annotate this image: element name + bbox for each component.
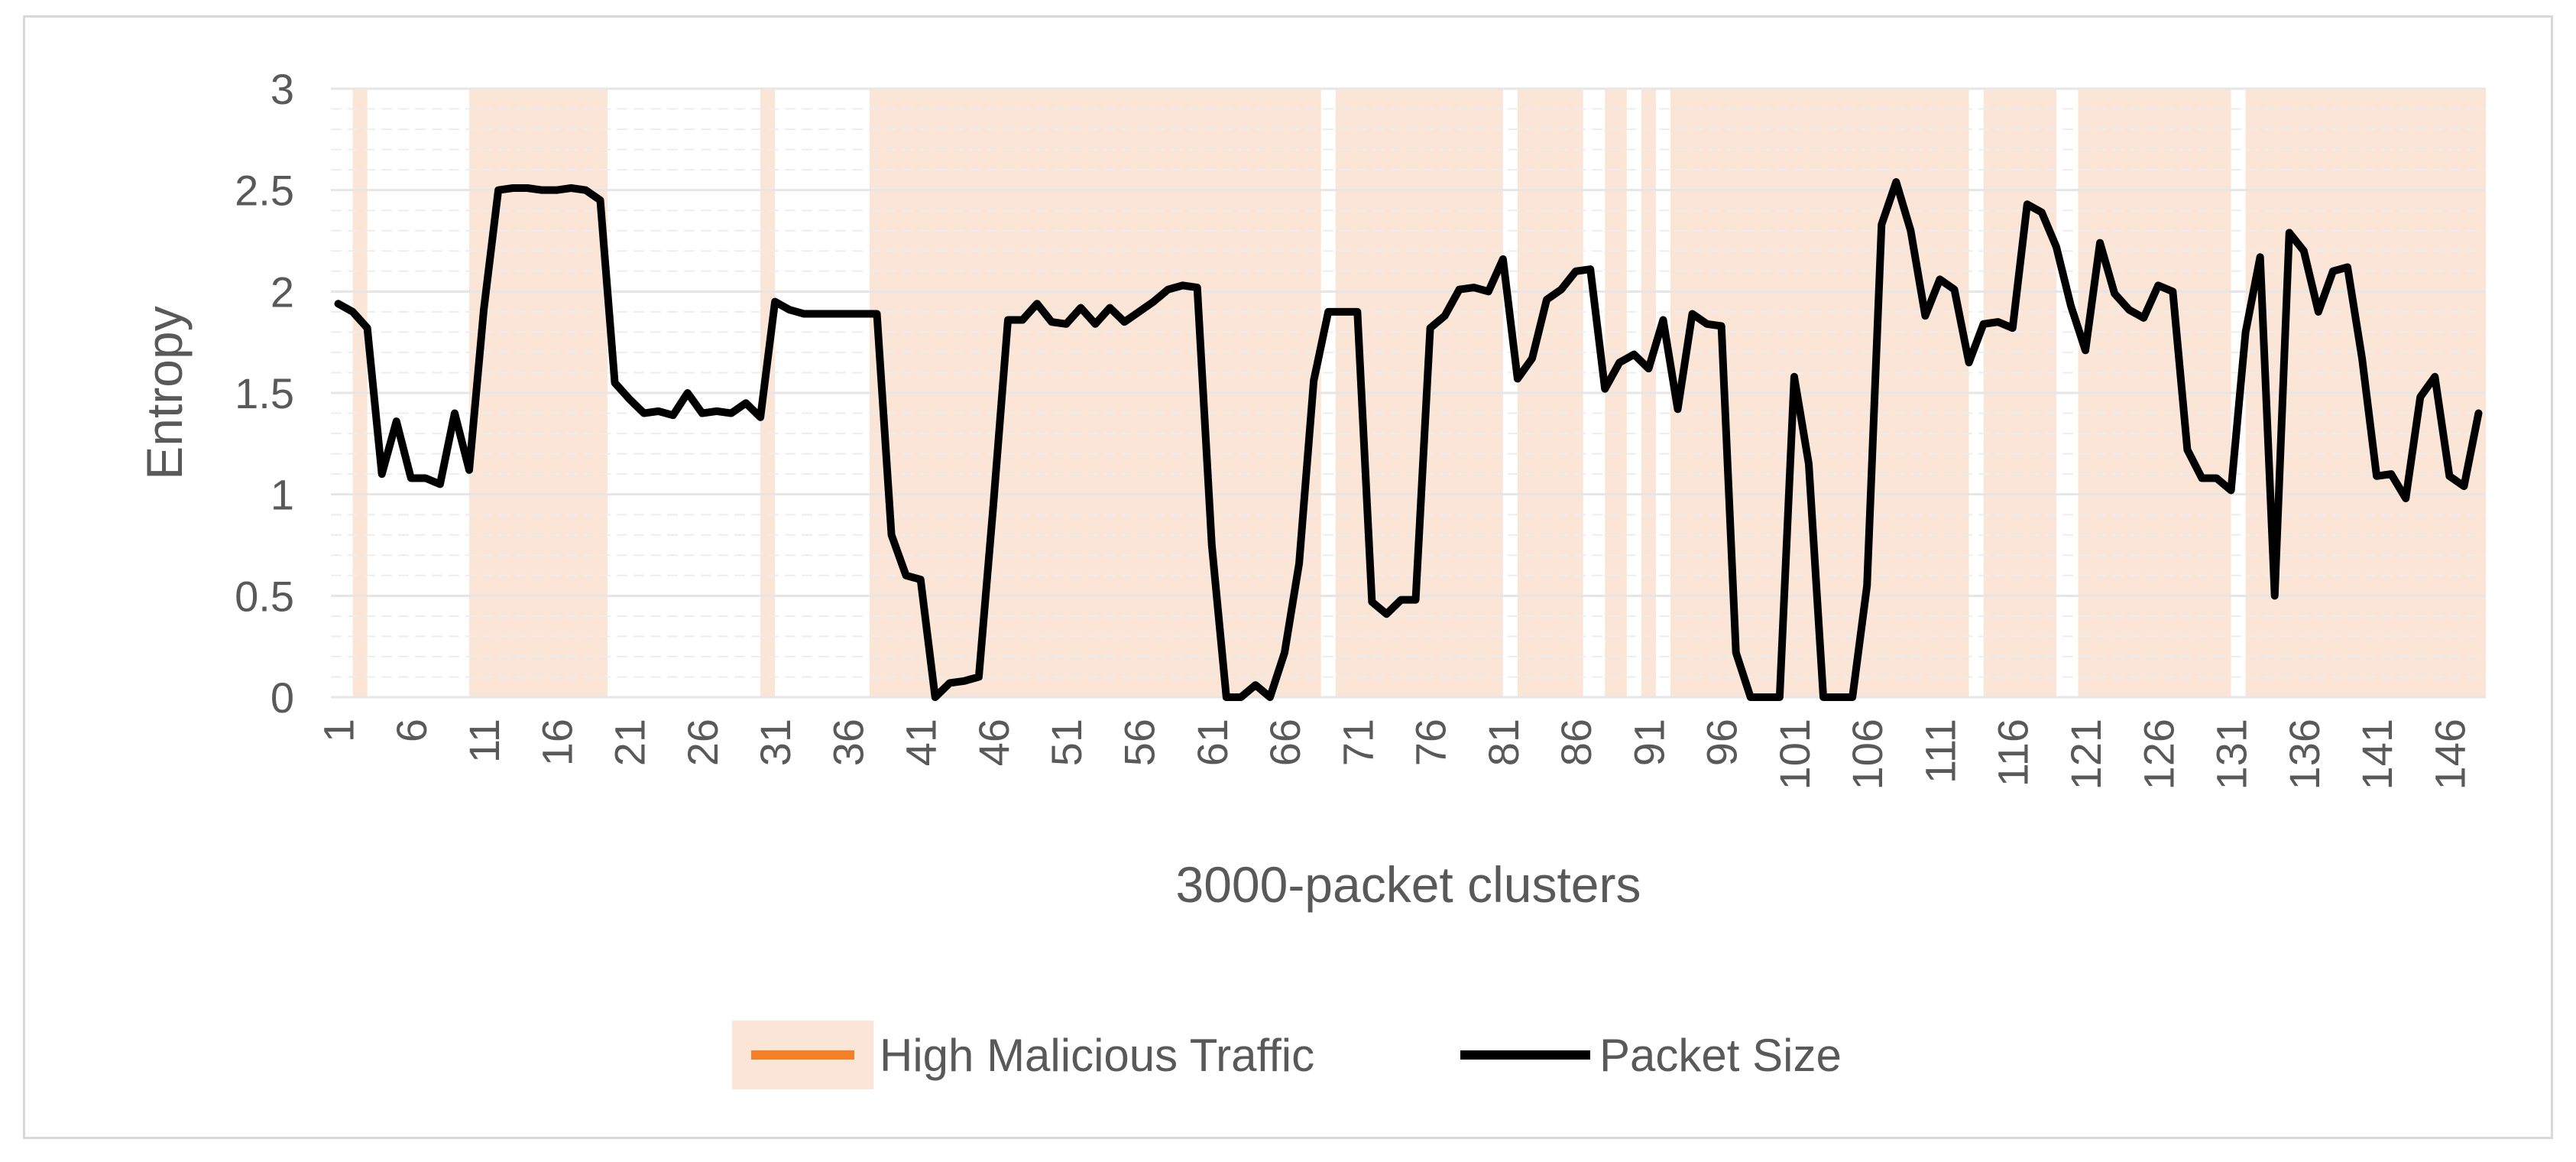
x-tick-label: 81 [1479, 719, 1528, 766]
legend-label-high-malicious-traffic: High Malicious Traffic [880, 1030, 1314, 1081]
x-tick-label: 41 [897, 719, 945, 766]
y-tick-label: 2.5 [235, 167, 294, 215]
x-tick-label: 71 [1333, 719, 1382, 766]
x-tick-labels: 1 6 11 16 21 26 31 36 41 46 51 56 61 66 71 76 81 86 91 96 10… [315, 719, 2474, 790]
y-axis-title: Entropy [136, 306, 193, 479]
x-tick-label: 66 [1261, 719, 1309, 766]
x-tick-label: 106 [1843, 719, 1891, 790]
entropy-line-chart: 00.511.522.53 1 6 11 16 21 26 31 36 41 46 51 56 61 66… [136, 65, 2486, 1089]
legend-label-packet-size: Packet Size [1599, 1030, 1842, 1081]
y-tick-label: 1 [271, 471, 294, 519]
y-tick-labels: 0 0.5 1 1.5 2 2.5 3 [235, 65, 294, 722]
series-lines [334, 178, 2483, 701]
x-tick-label: 131 [2208, 719, 2256, 790]
x-tick-label: 61 [1188, 719, 1236, 766]
x-axis-title: 3000-packet clusters [1176, 856, 1641, 913]
y-tick-label: 2 [271, 268, 294, 316]
y-tick-label: 0 [271, 674, 294, 722]
x-tick-label: 86 [1552, 719, 1600, 766]
gridlines [331, 87, 2486, 699]
series-line-packet-size [334, 178, 2483, 701]
x-tick-label: 96 [1698, 719, 1746, 766]
x-tick-label: 111 [1916, 719, 1964, 784]
x-tick-label: 51 [1042, 719, 1090, 766]
x-tick-label: 36 [824, 719, 872, 766]
x-tick-label: 16 [533, 719, 581, 766]
x-tick-label: 46 [970, 719, 1018, 766]
x-tick-label: 121 [2062, 719, 2110, 790]
y-tick-label: 0.5 [235, 572, 294, 620]
x-tick-label: 76 [1407, 719, 1455, 766]
x-tick-label: 6 [387, 719, 436, 742]
x-tick-label: 146 [2425, 719, 2474, 790]
x-tick-label: 1 [315, 719, 363, 742]
x-tick-label: 116 [1989, 719, 2037, 787]
legend-swatch-packet-size [1460, 1050, 1590, 1060]
x-tick-label: 141 [2353, 719, 2401, 790]
x-tick-label: 31 [751, 719, 799, 766]
y-tick-label: 1.5 [235, 369, 294, 417]
x-tick-label: 56 [1116, 719, 1164, 766]
x-tick-label: 101 [1771, 719, 1819, 790]
x-tick-label: 126 [2134, 719, 2182, 790]
chart-frame: 0 0.5 1 1.5 2 2.5 3 1 6 11 16 21 26 31 36 41 46 51 56 61 66… [23, 15, 2553, 1139]
legend: High Malicious Traffic Packet Size [732, 1021, 1842, 1089]
legend-swatch-high-malicious-traffic [751, 1050, 854, 1060]
x-tick-label: 91 [1625, 719, 1673, 766]
x-tick-label: 11 [460, 719, 508, 763]
x-tick-label: 26 [679, 719, 727, 766]
y-tick-label: 3 [271, 65, 294, 113]
x-tick-label: 136 [2280, 719, 2328, 790]
x-tick-label: 21 [606, 719, 654, 766]
